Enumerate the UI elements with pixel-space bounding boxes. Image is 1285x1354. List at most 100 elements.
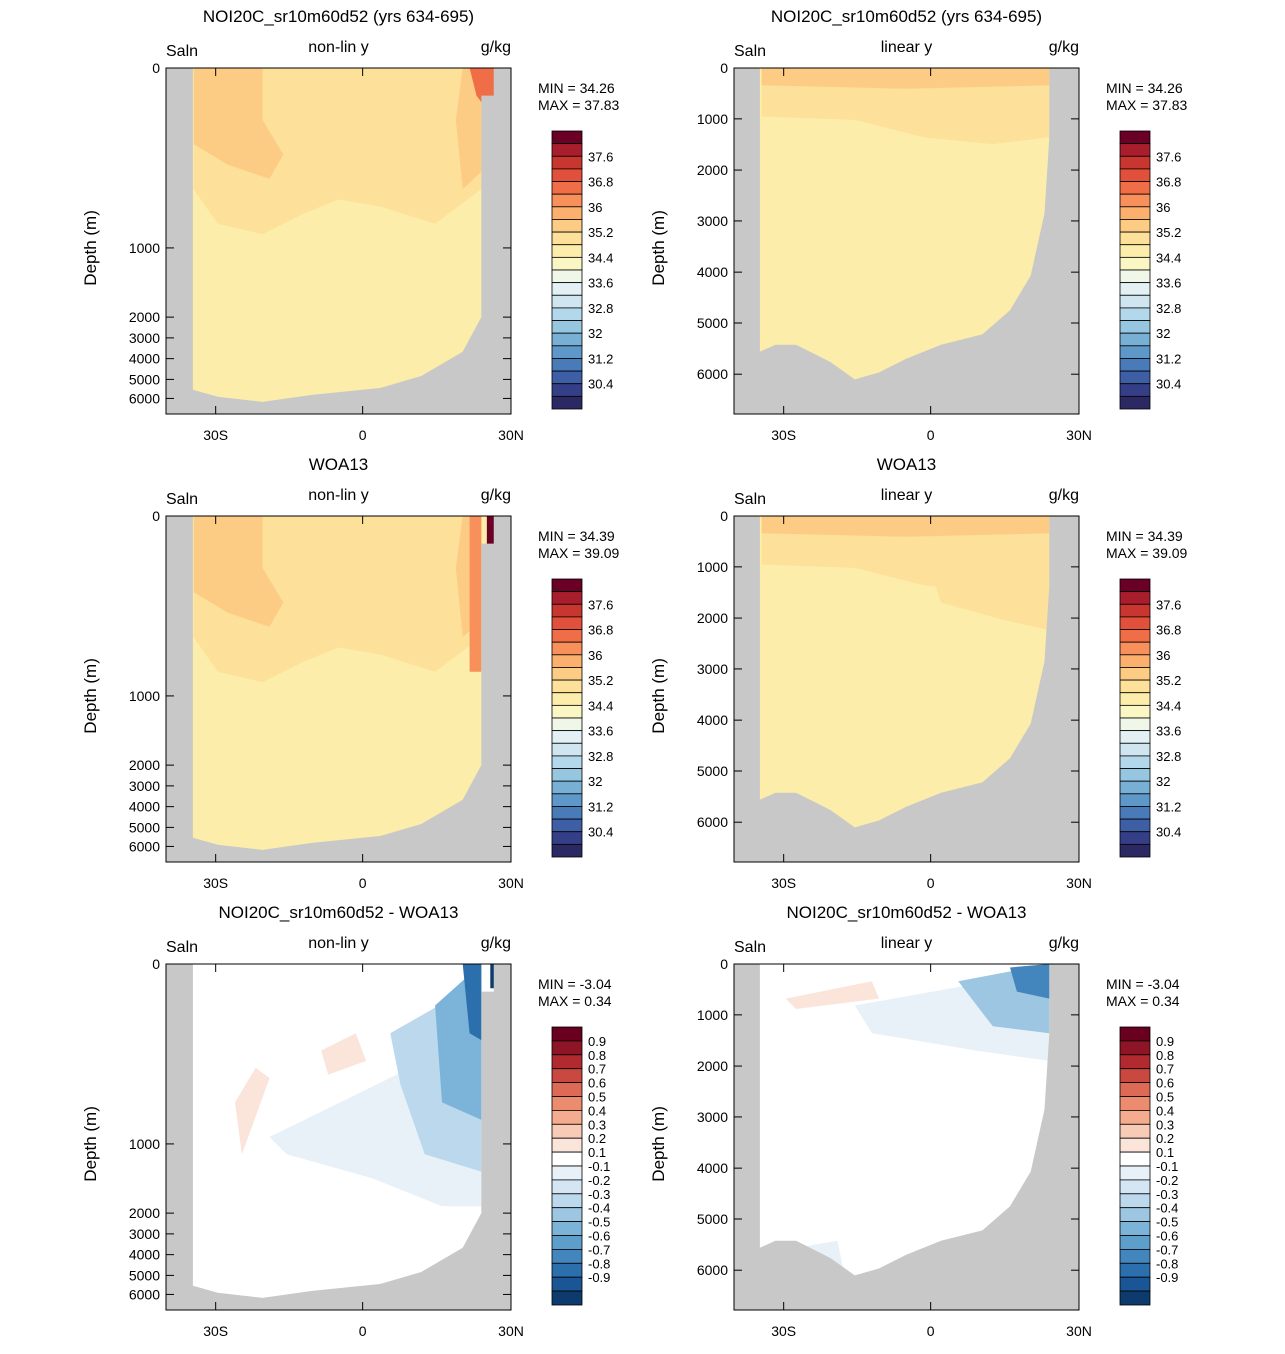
colorbar-label: -0.7 <box>1156 1242 1178 1257</box>
colorbar-label: 32.8 <box>588 301 613 316</box>
colorbar-label: -0.6 <box>588 1229 610 1244</box>
panel-5: NOI20C_sr10m60d52 - WOA13 Saln non-lin y g/… <box>81 903 612 1339</box>
colorbar-swatch <box>1119 1290 1151 1306</box>
colorbar-swatch <box>551 1235 583 1250</box>
colorbar-label: 32.8 <box>588 749 613 764</box>
land-mask <box>734 68 1079 414</box>
x-tick-label: 0 <box>927 427 935 443</box>
colorbar-swatch <box>1119 1082 1151 1097</box>
colorbar-swatch <box>1119 641 1151 656</box>
colorbar-swatch <box>1119 345 1151 359</box>
colorbar-swatch <box>551 1026 583 1042</box>
y-axis-label: Depth (m) <box>649 658 668 734</box>
y-tick-label: 1000 <box>697 111 728 127</box>
x-tick-label: 30S <box>771 1323 796 1339</box>
panel-title: NOI20C_sr10m60d52 - WOA13 <box>219 903 459 922</box>
colorbar-label: 32 <box>1156 326 1170 341</box>
colorbar-label: -0.2 <box>588 1173 610 1188</box>
colorbar-swatch <box>1119 1068 1151 1083</box>
colorbar-swatch <box>1119 219 1151 233</box>
panel-plot-area <box>734 516 1079 862</box>
y-tick-label: 3000 <box>129 778 160 794</box>
colorbar-label: 0.5 <box>588 1090 606 1105</box>
max-value: MAX = 39.09 <box>538 545 620 561</box>
colorbar-swatch <box>551 1276 583 1292</box>
colorbar-label: -0.7 <box>588 1242 610 1257</box>
min-value: MIN = -3.04 <box>1106 976 1180 992</box>
axis-mode-label: linear y <box>881 39 933 56</box>
colorbar-label: 32 <box>1156 774 1170 789</box>
panel-title: NOI20C_sr10m60d52 - WOA13 <box>787 903 1027 922</box>
colorbar-label: 31.2 <box>588 799 613 814</box>
colorbar-swatch <box>1119 667 1151 681</box>
axis-mode-label: non-lin y <box>308 39 368 56</box>
colorbar-label: 0.3 <box>1156 1117 1174 1132</box>
colorbar-label: -0.1 <box>588 1159 610 1174</box>
colorbar-swatch <box>551 667 583 681</box>
colorbar-swatch <box>551 654 583 668</box>
colorbar-label: 0.8 <box>1156 1048 1174 1063</box>
colorbar-label: 0.7 <box>1156 1062 1174 1077</box>
land-mask <box>166 964 511 1310</box>
colorbar-swatch <box>551 332 583 347</box>
units-label: g/kg <box>481 39 511 56</box>
difference-layer <box>321 1033 367 1075</box>
colorbar-label: 36 <box>588 648 602 663</box>
axis-mode-label: linear y <box>881 487 933 504</box>
colorbar-swatch <box>551 370 583 385</box>
variable-label: Saln <box>166 939 198 956</box>
colorbar: 37.6 36.8 36 35.2 34.4 33.6 32.8 32 31.2 30.4 <box>1119 130 1181 410</box>
colorbar-swatch <box>1119 793 1151 807</box>
colorbar-swatch <box>551 219 583 233</box>
colorbar-swatch <box>551 1054 583 1070</box>
y-tick-label: 3000 <box>697 661 728 677</box>
variable-label: Saln <box>734 491 766 508</box>
panel-plot-area <box>734 68 1079 414</box>
colorbar-label: 37.6 <box>1156 149 1181 164</box>
y-axis-label: Depth (m) <box>81 1106 100 1182</box>
min-value: MIN = 34.26 <box>538 80 615 96</box>
max-value: MAX = 0.34 <box>1106 993 1180 1009</box>
colorbar-swatch <box>1119 654 1151 668</box>
colorbar-swatch <box>551 742 583 757</box>
colorbar-swatch <box>551 193 583 208</box>
colorbar-swatch <box>1119 143 1151 157</box>
colorbar-swatch <box>1119 1165 1151 1181</box>
colorbar-swatch <box>1119 1235 1151 1250</box>
colorbar-swatch <box>551 704 583 719</box>
colorbar-label: 0.9 <box>1156 1034 1174 1049</box>
colorbar-swatch <box>551 269 583 284</box>
colorbar-swatch <box>1119 1221 1151 1236</box>
colorbar: 0.90.80.70.60.50.40.30.20.1-0.1-0.2-0.3-… <box>551 1026 610 1306</box>
colorbar-swatch <box>551 395 583 410</box>
colorbar-swatch <box>551 806 583 820</box>
colorbar-swatch <box>1119 768 1151 782</box>
colorbar-swatch <box>551 1165 583 1181</box>
x-tick-label: 30S <box>771 427 796 443</box>
x-tick-label: 30S <box>203 875 228 891</box>
axis-mode-label: non-lin y <box>308 935 368 952</box>
colorbar-label: -0.3 <box>1156 1187 1178 1202</box>
variable-label: Saln <box>166 43 198 60</box>
colorbar-label: 34.4 <box>588 698 613 713</box>
colorbar-label: 32 <box>588 326 602 341</box>
colorbar-swatch <box>551 843 583 858</box>
colorbar-swatch <box>1119 717 1151 732</box>
y-tick-label: 3000 <box>697 213 728 229</box>
colorbar-swatch <box>1119 1110 1151 1125</box>
y-tick-label: 4000 <box>697 264 728 280</box>
colorbar-swatch <box>551 755 583 769</box>
panel-2: NOI20C_sr10m60d52 (yrs 634-695) Saln linea… <box>649 7 1188 443</box>
y-tick-label: 0 <box>720 956 728 972</box>
land-mask <box>166 68 511 414</box>
colorbar-label: 0.8 <box>588 1048 606 1063</box>
colorbar-label: 32 <box>588 774 602 789</box>
x-tick-label: 30S <box>203 1323 228 1339</box>
colorbar-swatch <box>551 717 583 732</box>
colorbar-label: 33.6 <box>1156 276 1181 291</box>
colorbar-swatch <box>551 1151 583 1167</box>
y-tick-label: 5000 <box>697 315 728 331</box>
colorbar-label: -0.9 <box>588 1270 610 1285</box>
colorbar-swatch <box>551 1207 583 1222</box>
colorbar-label: 32.8 <box>1156 301 1181 316</box>
